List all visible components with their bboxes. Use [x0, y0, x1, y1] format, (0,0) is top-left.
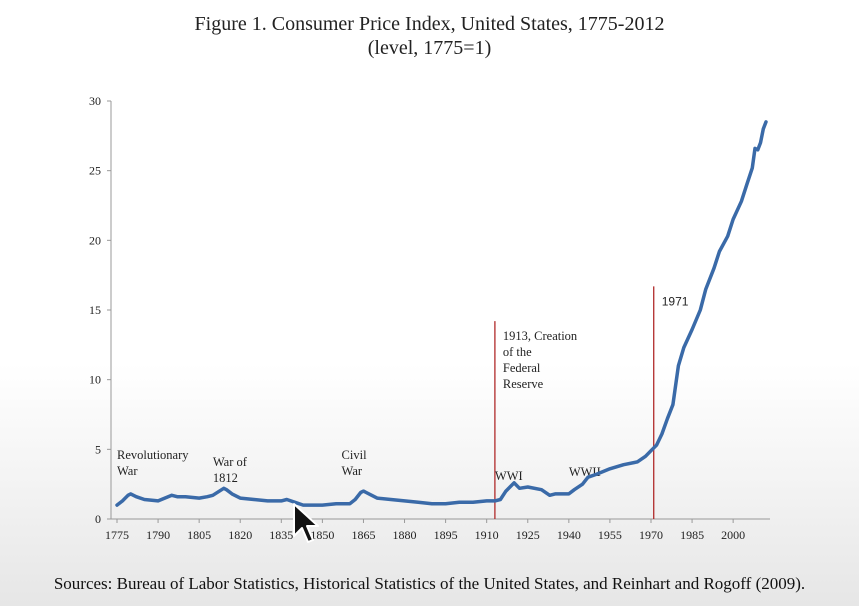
x-tick-label: 1880 — [393, 528, 417, 542]
x-tick-label: 1895 — [434, 528, 458, 542]
event-annotation: WWII — [569, 465, 601, 479]
x-tick-label: 1955 — [598, 528, 622, 542]
marker-label-1913: Reserve — [503, 377, 544, 391]
x-tick-label: 1970 — [639, 528, 663, 542]
y-tick-label: 5 — [95, 442, 101, 456]
x-tick-label: 1925 — [516, 528, 540, 542]
event-annotation: Revolutionary — [117, 448, 189, 462]
marker-label-1913: Federal — [503, 361, 541, 375]
marker-label-1913: 1913, Creation — [503, 329, 578, 343]
x-tick-label: 1940 — [557, 528, 581, 542]
y-tick-label: 15 — [89, 303, 101, 317]
cpi-series-line — [115, 120, 768, 507]
x-tick-label: 1910 — [475, 528, 499, 542]
y-tick-label: 25 — [89, 164, 101, 178]
x-tick-label: 1775 — [105, 528, 129, 542]
x-tick-label: 1835 — [269, 528, 293, 542]
chart-title-line1: Figure 1. Consumer Price Index, United S… — [194, 13, 665, 35]
event-annotation: War — [117, 464, 138, 478]
chart-subtitle: (level, 1775=1) — [367, 37, 492, 59]
sources-caption: Sources: Bureau of Labor Statistics, His… — [53, 574, 806, 593]
marker-label-1971: 1971 — [662, 294, 689, 308]
x-tick-label: 1850 — [310, 528, 334, 542]
event-annotation: War — [342, 464, 363, 478]
y-tick-label: 30 — [89, 94, 101, 108]
x-tick-label: 1985 — [680, 528, 704, 542]
y-tick-label: 0 — [95, 512, 101, 526]
marker-label-1913: of the — [503, 345, 532, 359]
arrow-cursor-icon — [293, 503, 319, 543]
x-tick-label: 1790 — [146, 528, 170, 542]
x-tick-label: 1820 — [228, 528, 252, 542]
x-tick-label: 1805 — [187, 528, 211, 542]
y-tick-label: 10 — [89, 373, 101, 387]
event-annotation: WWI — [495, 469, 523, 483]
y-tick-label: 20 — [89, 233, 101, 247]
event-annotation: War of — [213, 455, 248, 469]
event-annotation: 1812 — [213, 471, 238, 485]
chart-title: Figure 1. Consumer Price Index, United S… — [0, 12, 859, 60]
x-tick-label: 2000 — [721, 528, 745, 542]
x-tick-label: 1865 — [351, 528, 375, 542]
event-annotation: Civil — [342, 448, 368, 462]
